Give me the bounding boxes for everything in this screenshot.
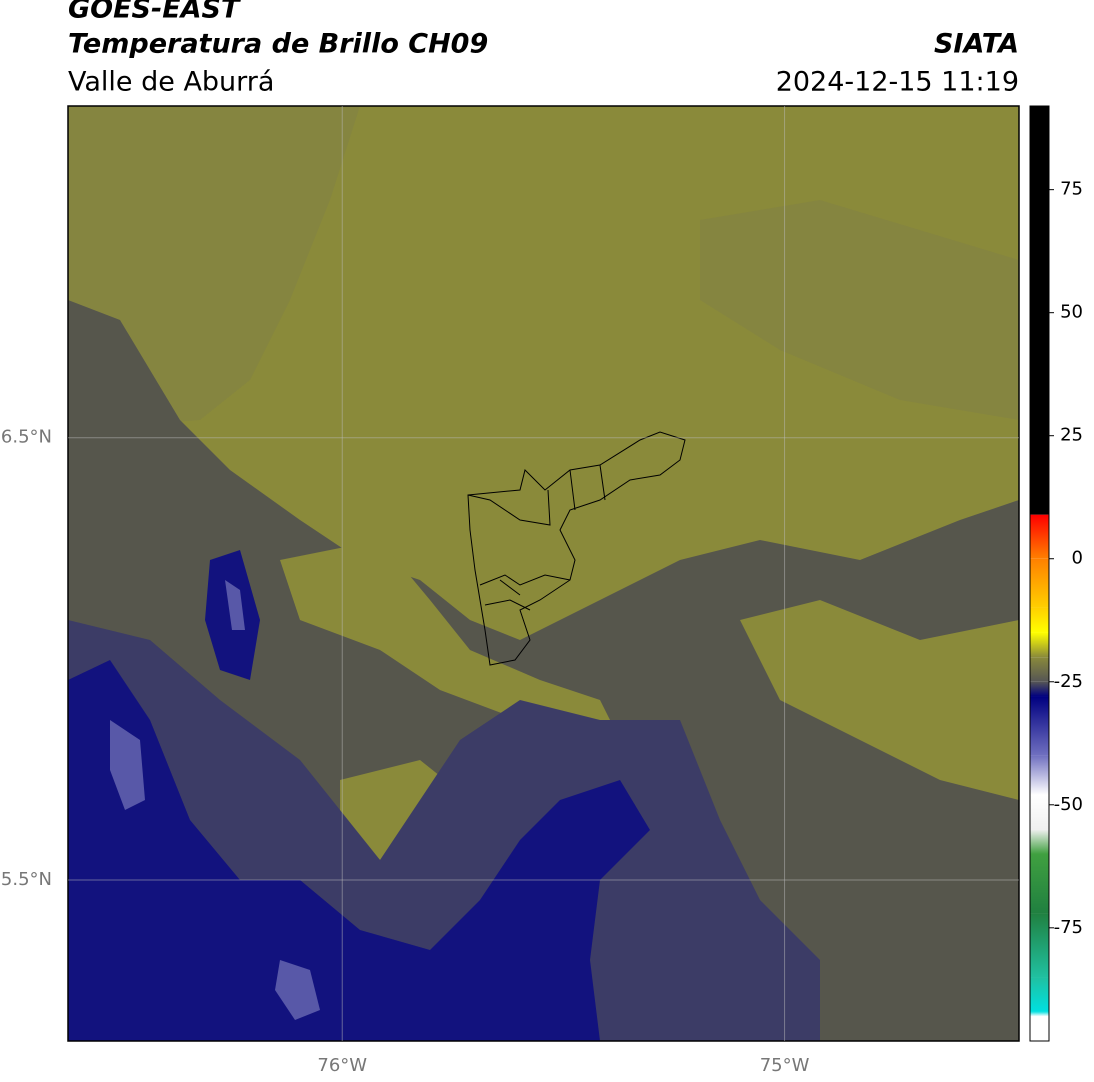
region: Valle de Aburrá [68, 67, 274, 98]
colorbar-segment [1030, 607, 1049, 633]
source: SIATA [934, 29, 1019, 60]
colorbar-tick-label: -75 [1054, 917, 1083, 938]
colorbar-segment [1030, 829, 1049, 854]
map-field [68, 106, 1019, 1041]
colorbar-segment [1030, 1011, 1049, 1017]
colorbar-tick-label: 0 [1072, 548, 1083, 569]
colorbar-segment [1030, 514, 1049, 515]
header-line: GOES-EAST [68, 0, 242, 25]
colorbar-segment [1030, 696, 1049, 756]
colorbar-segment [1030, 106, 1049, 515]
colorbar-segment [1030, 913, 1049, 978]
colorbar-segment [1030, 977, 1049, 1012]
colorbar-tick-label: 25 [1060, 425, 1083, 446]
lat-tick-label: 5.5°N [1, 869, 52, 890]
map-frame [67, 105, 1020, 1042]
colorbar-segment [1030, 1016, 1049, 1041]
colorbar-segment [1030, 632, 1049, 658]
lon-tick-label: 76°W [317, 1055, 367, 1076]
lat-tick-label: 6.5°N [1, 427, 52, 448]
colorbar-segment [1030, 681, 1049, 697]
colorbar-segment [1030, 794, 1049, 830]
colorbar-segment [1030, 558, 1049, 608]
lon-tick-label: 75°W [760, 1055, 810, 1076]
colorbar-tick-label: 50 [1060, 302, 1083, 323]
colorbar-tick-label: -50 [1054, 794, 1083, 815]
colorbar-tick-label: 75 [1060, 179, 1083, 200]
colorbar-segment [1030, 657, 1049, 682]
colorbar-segment [1030, 854, 1049, 914]
colorbar-frame [1029, 105, 1050, 1042]
colorbar-segment [1030, 514, 1049, 559]
title: Temperatura de Brillo CH09 [68, 29, 488, 60]
colorbar-tick-label: -25 [1054, 671, 1083, 692]
colorbar-segment [1030, 755, 1049, 795]
datetime: 2024-12-15 11:19 [776, 67, 1019, 98]
